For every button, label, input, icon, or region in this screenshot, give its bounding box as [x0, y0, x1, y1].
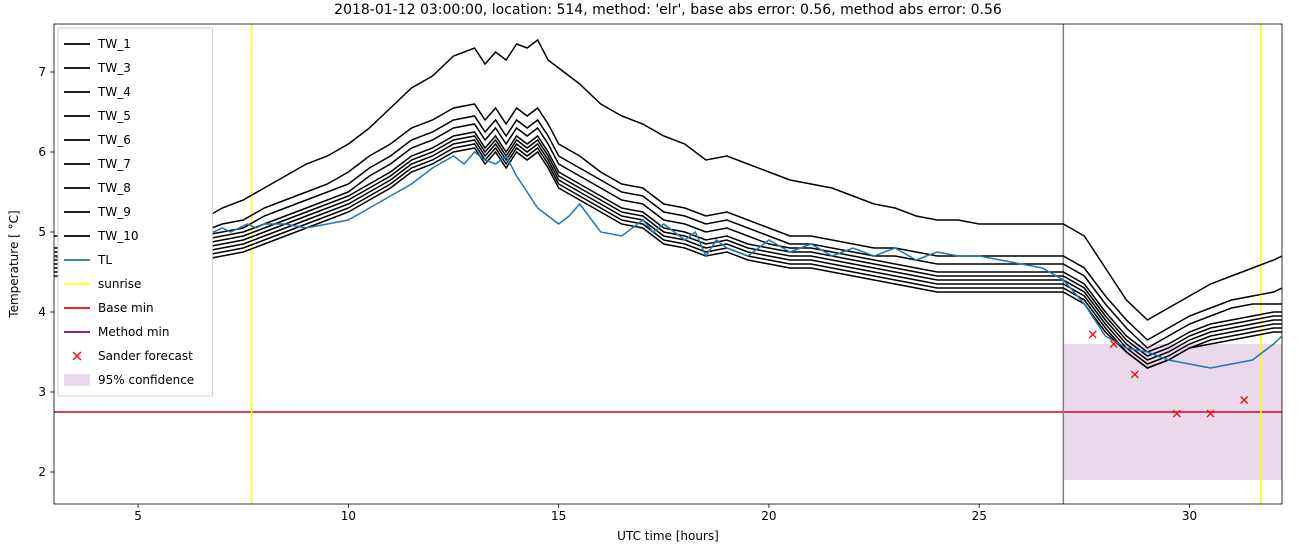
- xtick-label: 25: [972, 509, 987, 523]
- xtick-label: 15: [551, 509, 566, 523]
- ytick-label: 6: [38, 145, 46, 159]
- legend-label: TW_9: [97, 205, 131, 219]
- legend-label: TW_10: [97, 229, 138, 243]
- xtick-label: 20: [761, 509, 776, 523]
- ytick-label: 5: [38, 225, 46, 239]
- ytick-label: 2: [38, 465, 46, 479]
- legend-label: Method min: [98, 325, 169, 339]
- ytick-label: 4: [38, 305, 46, 319]
- legend-label: Sander forecast: [98, 349, 193, 363]
- x-axis-label: UTC time [hours]: [617, 529, 719, 543]
- legend-label: TW_4: [97, 85, 131, 99]
- legend-label: TW_7: [97, 157, 131, 171]
- legend-label: 95% confidence: [98, 373, 194, 387]
- legend-label: TW_1: [97, 37, 131, 51]
- ytick-label: 7: [38, 65, 46, 79]
- legend-label: TW_6: [97, 133, 131, 147]
- legend-label: TW_3: [97, 61, 131, 75]
- ytick-label: 3: [38, 385, 46, 399]
- chart-container: 5 10 15 20 25 30 2 3 4 5 6 7 UTC time [hours] Tempera…: [0, 0, 1302, 547]
- legend-label: TW_5: [97, 109, 131, 123]
- xtick-label: 30: [1182, 509, 1197, 523]
- chart-svg: 5 10 15 20 25 30 2 3 4 5 6 7 UTC time [hours] Tempera…: [0, 0, 1302, 547]
- legend-label: Base min: [98, 301, 154, 315]
- chart-title: 2018-01-12 03:00:00, location: 514, meth…: [334, 2, 1002, 18]
- y-axis-label: Temperature [ °C]: [7, 210, 21, 318]
- legend-label: sunrise: [98, 277, 141, 291]
- legend-label: TW_8: [97, 181, 131, 195]
- legend: TW_1 TW_3 TW_4 TW_5 TW_6 TW_7 TW_8 TW_9 TW_10 TL s…: [58, 28, 212, 396]
- legend-sample-patch: [64, 374, 90, 386]
- legend-label: TL: [97, 253, 112, 267]
- xtick-label: 10: [341, 509, 356, 523]
- xtick-label: 5: [134, 509, 142, 523]
